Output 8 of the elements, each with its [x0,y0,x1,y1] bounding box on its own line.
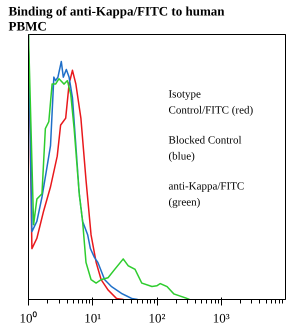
chart-title: Binding of anti-Kappa/FITC to human PBMC [8,4,226,34]
annotation: Blocked Control (blue) [168,134,242,162]
annotation: Isotype Control/FITC (red) [168,88,254,116]
x-tick-label: 10³ [212,310,230,326]
annotation: anti-Kappa/FITC (green) [168,180,244,208]
x-tick-label: 10⁰ [20,310,38,326]
x-tick-label: 10¹ [84,310,102,326]
x-tick-label: 10² [148,310,166,326]
